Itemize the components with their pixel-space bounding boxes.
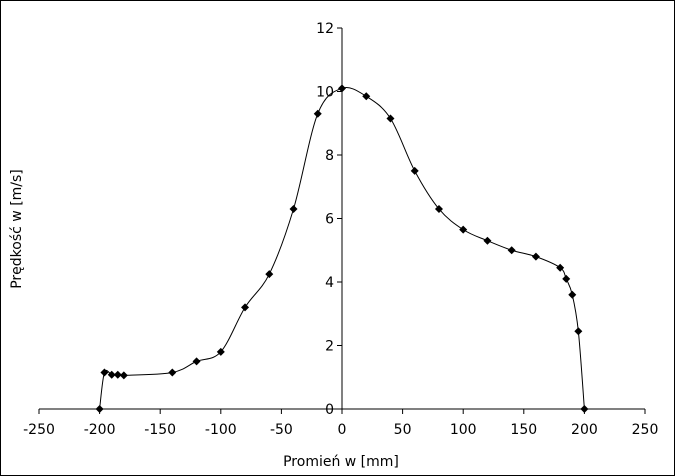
x-tick-label: -250	[23, 422, 55, 438]
data-point	[119, 371, 128, 380]
data-point	[168, 368, 177, 377]
data-point	[107, 370, 116, 379]
x-axis-label: Promień w [mm]	[283, 454, 399, 470]
data-point	[338, 84, 346, 93]
data-point	[100, 368, 109, 377]
data-point	[574, 327, 583, 336]
y-tick-label: 8	[325, 148, 334, 164]
y-tick-label: 4	[325, 275, 334, 291]
data-point	[241, 303, 250, 312]
data-markers	[95, 84, 589, 413]
y-tick-label: 12	[316, 21, 334, 37]
y-tick-label: 6	[325, 212, 334, 228]
x-tick-label: 50	[394, 422, 412, 438]
data-point	[434, 204, 443, 213]
data-point	[362, 92, 371, 101]
data-point	[95, 405, 104, 413]
data-point	[580, 405, 589, 413]
data-point	[410, 166, 419, 175]
x-ticks: -250 -200 -150 -100 -50 0 50 100 150 200 250	[23, 409, 658, 438]
data-point	[531, 252, 540, 261]
data-point	[192, 357, 201, 366]
y-ticks: 0 2 4 6 8 10 12	[316, 21, 342, 418]
data-point	[289, 204, 298, 213]
data-point	[568, 290, 577, 299]
data-point	[313, 109, 322, 118]
data-point	[216, 347, 225, 356]
y-tick-label: 10	[316, 85, 334, 101]
data-point	[459, 225, 468, 234]
x-tick-label: 0	[338, 422, 347, 438]
x-tick-label: 200	[571, 422, 598, 438]
data-point	[386, 114, 395, 123]
y-axis-label: Prędkość w [m/s]	[9, 169, 25, 289]
x-tick-label: 100	[450, 422, 477, 438]
y-tick-label: 0	[325, 402, 334, 418]
data-point	[113, 370, 122, 379]
data-point	[483, 236, 492, 245]
data-point	[265, 270, 274, 279]
x-tick-label: -150	[144, 422, 176, 438]
data-point	[507, 246, 516, 255]
x-tick-label: -100	[205, 422, 237, 438]
x-tick-label: -50	[270, 422, 293, 438]
data-point	[562, 274, 571, 283]
x-tick-label: 250	[632, 422, 659, 438]
data-point	[556, 263, 565, 272]
y-tick-label: 2	[325, 339, 334, 355]
x-tick-label: 150	[510, 422, 537, 438]
x-tick-label: -200	[84, 422, 116, 438]
